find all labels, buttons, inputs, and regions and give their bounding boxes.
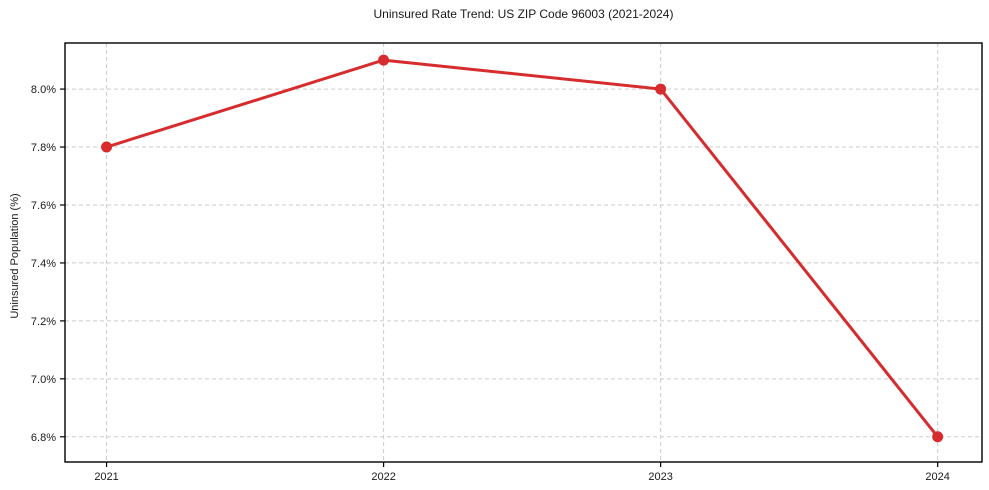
data-point-marker — [101, 141, 113, 153]
plot-border — [64, 42, 983, 463]
y-tick-label: 8.0% — [31, 84, 56, 96]
data-point-marker — [932, 431, 944, 443]
x-tick-label: 2024 — [925, 471, 949, 483]
y-tick-label: 6.8% — [31, 432, 56, 444]
y-tick-label: 7.0% — [31, 374, 56, 386]
grid-layer — [65, 43, 982, 462]
data-point-marker — [378, 54, 390, 66]
data-point-marker — [655, 83, 667, 95]
chart-title: Uninsured Rate Trend: US ZIP Code 96003 … — [373, 7, 674, 21]
trend-line — [105, 58, 940, 439]
x-tick-label: 2023 — [648, 471, 672, 483]
x-tick-label: 2021 — [94, 471, 118, 483]
y-tick-label: 7.6% — [31, 200, 56, 212]
tick-layer: 2021 2022 2023 2024 6.8% 7.0% 7.2% 7.4% 7.6% 7.8%… — [31, 84, 950, 483]
x-tick-label: 2022 — [371, 471, 395, 483]
data-series-layer — [101, 54, 944, 443]
y-tick-label: 7.8% — [31, 142, 56, 154]
y-tick-label: 7.4% — [31, 258, 56, 270]
y-tick-label: 7.2% — [31, 316, 56, 328]
axes-spines — [64, 42, 983, 463]
